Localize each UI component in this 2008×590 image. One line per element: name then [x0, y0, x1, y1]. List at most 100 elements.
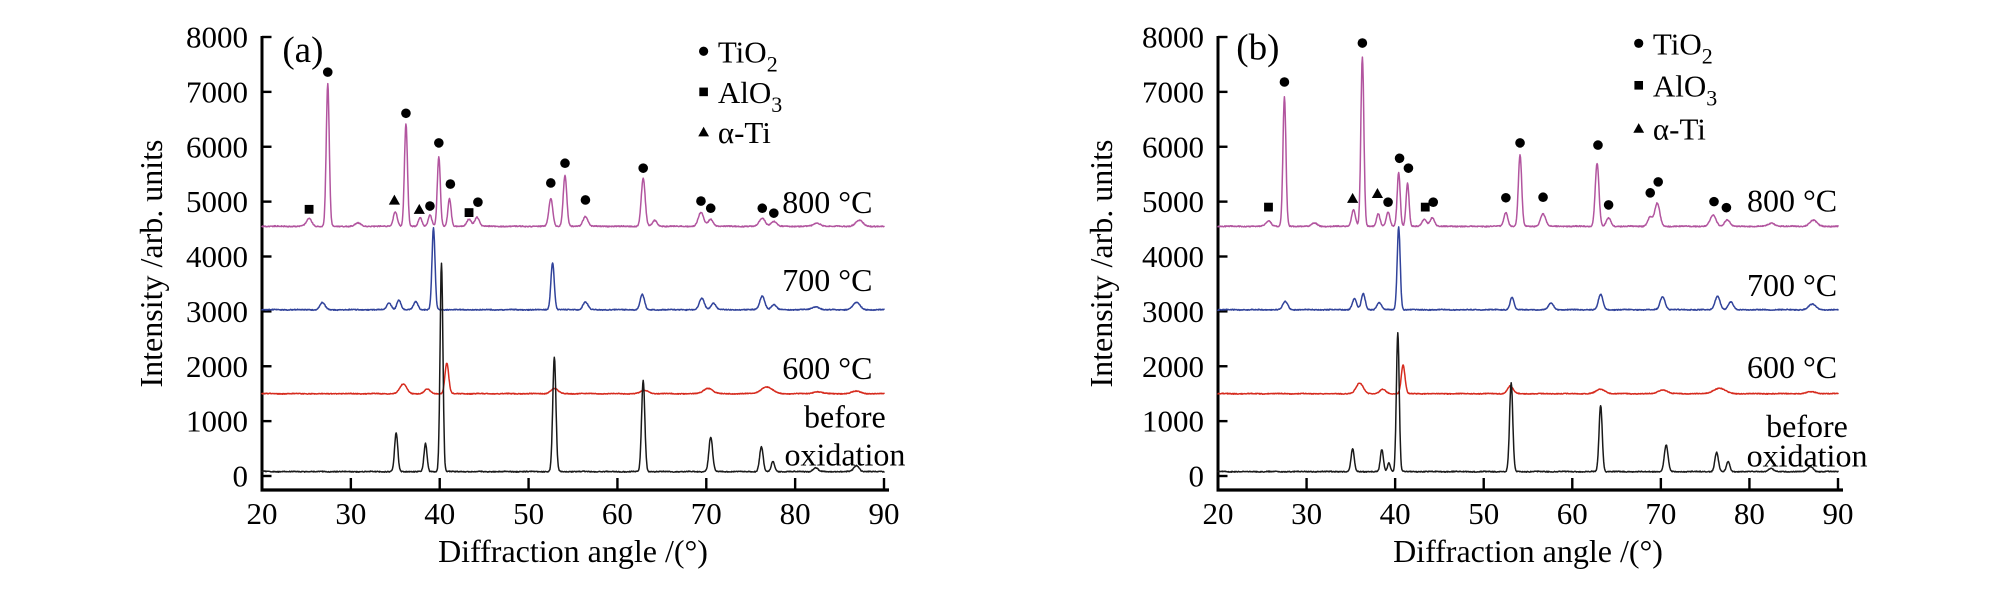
- legend-circle-icon: [699, 46, 709, 56]
- x-tick-label: 60: [602, 496, 633, 531]
- legend-square-icon: [699, 87, 708, 97]
- legend-label: AlO3: [1653, 68, 1717, 110]
- legend-label: TiO2: [718, 34, 778, 76]
- series-label: 700 °C: [1747, 267, 1837, 303]
- tio2-circle-icon: [1403, 163, 1414, 173]
- tio2-circle-icon: [1428, 197, 1439, 207]
- y-tick-label: 6000: [186, 129, 248, 164]
- panel-b: 0 1000 2000 3000 4000 5000 6000 7000 8000 20 30 40 5…: [1083, 20, 1867, 570]
- curves: [1217, 56, 1839, 473]
- panel-letter: (b): [1236, 27, 1279, 68]
- series-600-c: [1217, 364, 1839, 395]
- x-tick-label: 40: [424, 496, 455, 531]
- y-tick-label: 0: [1189, 459, 1205, 494]
- tio2-circle-icon: [696, 196, 706, 206]
- tio2-circle-icon: [1593, 140, 1603, 150]
- series-label: oxidation: [1747, 438, 1868, 474]
- y-tick-label: 8000: [1142, 20, 1204, 55]
- x-tick-label: 30: [335, 496, 366, 531]
- alpha-ti-triangle-icon: [1371, 187, 1384, 198]
- x-axis-label: Diffraction angle /(°): [438, 533, 708, 569]
- legend-label: TiO2: [1653, 26, 1713, 68]
- alo3-square-icon: [1420, 202, 1430, 212]
- y-tick-label: 3000: [1142, 294, 1204, 329]
- legend-label: α-Ti: [718, 115, 771, 150]
- tio2-circle-icon: [769, 208, 779, 218]
- tio2-circle-icon: [1603, 200, 1614, 210]
- y-tick-label: 1000: [186, 404, 248, 439]
- x-tick-label: 30: [1291, 496, 1322, 531]
- x-tick-label: 20: [247, 496, 278, 531]
- tio2-circle-icon: [473, 197, 483, 207]
- legend-square-icon: [1634, 80, 1644, 90]
- tio2-circle-icon: [401, 108, 411, 119]
- series-label: 600 °C: [782, 350, 872, 386]
- tio2-circle-icon: [545, 178, 556, 188]
- legend-circle-icon: [1634, 38, 1644, 48]
- tio2-circle-icon: [638, 163, 648, 173]
- y-tick-label: 7000: [1142, 74, 1204, 109]
- legend-label: AlO3: [718, 75, 782, 117]
- series-label: 600 °C: [1747, 349, 1837, 385]
- axes: 0 1000 2000 3000 4000 5000 6000 7000 8000 20 30 40 5…: [1083, 20, 1854, 570]
- tio2-circle-icon: [1538, 192, 1548, 203]
- phase-markers: [304, 67, 779, 218]
- y-tick-label: 2000: [1142, 349, 1204, 384]
- series-label: oxidation: [784, 437, 905, 473]
- x-tick-label: 20: [1203, 496, 1234, 531]
- panel-a: 0 1000 2000 3000 4000 5000 6000 7000 8000 20 30 40 5…: [133, 20, 905, 570]
- x-tick-label: 70: [1645, 496, 1676, 531]
- x-tick-label: 60: [1557, 496, 1588, 531]
- tio2-circle-icon: [705, 203, 716, 214]
- tio2-circle-icon: [1383, 197, 1393, 207]
- curves: [261, 82, 885, 473]
- series-label: 800 °C: [782, 184, 872, 220]
- alo3-square-icon: [304, 204, 314, 214]
- tio2-circle-icon: [1394, 153, 1405, 164]
- tio2-circle-icon: [425, 201, 435, 211]
- phase-markers: [1264, 38, 1732, 213]
- y-tick-label: 0: [233, 459, 249, 494]
- y-tick-label: 7000: [186, 74, 248, 109]
- x-tick-label: 80: [780, 496, 811, 531]
- series-label: 700 °C: [782, 262, 872, 298]
- alpha-ti-triangle-icon: [388, 194, 400, 205]
- y-tick-label: 4000: [186, 239, 248, 274]
- alo3-square-icon: [1264, 202, 1273, 212]
- tio2-circle-icon: [1645, 188, 1656, 198]
- tio2-circle-icon: [580, 195, 591, 205]
- y-tick-label: 5000: [1142, 184, 1204, 219]
- series-before-oxidation: [261, 262, 885, 473]
- tio2-circle-icon: [1279, 77, 1290, 87]
- series-label: 800 °C: [1747, 182, 1837, 218]
- tio2-circle-icon: [445, 179, 456, 189]
- tio2-circle-icon: [1653, 177, 1663, 187]
- legend-label: α-Ti: [1653, 111, 1706, 146]
- tio2-circle-icon: [1357, 38, 1368, 48]
- series-before-oxidation: [1217, 331, 1839, 473]
- series-700-c: [261, 226, 885, 312]
- x-axis-label: Diffraction angle /(°): [1393, 533, 1663, 569]
- x-tick-label: 90: [1823, 496, 1854, 531]
- y-axis-label: Intensity /arb. units: [1083, 140, 1119, 388]
- tio2-circle-icon: [322, 67, 333, 77]
- series-label: before: [1766, 408, 1848, 444]
- alpha-ti-triangle-icon: [1347, 192, 1359, 203]
- series-700-c: [1217, 226, 1839, 312]
- series-800-c: [1217, 56, 1839, 228]
- y-tick-label: 3000: [186, 294, 248, 329]
- x-tick-label: 80: [1734, 496, 1765, 531]
- series-label: before: [804, 399, 886, 435]
- x-tick-label: 50: [1468, 496, 1499, 531]
- series-600-c: [261, 362, 885, 395]
- panel-letter: (a): [282, 30, 323, 71]
- tio2-circle-icon: [1515, 138, 1525, 148]
- tio2-circle-icon: [1721, 202, 1732, 213]
- y-axis-label: Intensity /arb. units: [133, 140, 169, 388]
